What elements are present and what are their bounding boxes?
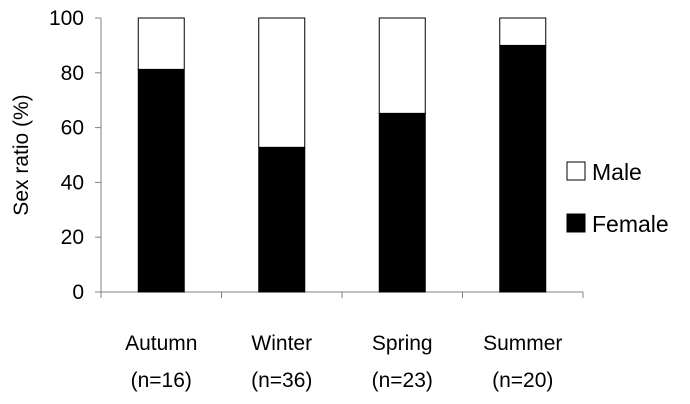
- legend-swatch-male: [566, 161, 586, 181]
- bar-male-spring: [378, 17, 426, 114]
- category-labels: Autumn (n=16) Winter (n=36) Spring (n=23) Summ…: [125, 332, 562, 392]
- x-category-label: Spring: [372, 332, 433, 355]
- x-axis: [100, 291, 584, 298]
- bars: [137, 17, 547, 293]
- x-category-sublabel: (n=23): [372, 369, 433, 392]
- y-tick-label: 40: [61, 171, 84, 194]
- legend-swatch-female: [566, 213, 586, 233]
- x-category-label: Autumn: [125, 332, 197, 355]
- y-axis: 0 20 40 60 80 100: [49, 7, 102, 304]
- bar-male-winter: [258, 17, 306, 148]
- legend: Male Female: [566, 159, 669, 237]
- x-category-sublabel: (n=16): [131, 369, 192, 392]
- y-tick-label: 20: [61, 226, 84, 249]
- x-category-label: Summer: [483, 332, 562, 355]
- legend-label-female: Female: [592, 211, 669, 237]
- y-tick-label: 80: [61, 62, 84, 85]
- y-tick-label: 0: [72, 281, 84, 304]
- x-category-sublabel: (n=36): [251, 369, 312, 392]
- x-category-sublabel: (n=20): [492, 369, 553, 392]
- bar-female-spring: [378, 112, 426, 293]
- bar-female-winter: [258, 146, 306, 293]
- y-tick-label: 100: [49, 7, 84, 30]
- x-category-label: Winter: [251, 332, 312, 355]
- bar-female-summer: [499, 44, 547, 293]
- y-tick-label: 60: [61, 117, 84, 140]
- y-axis-label: Sex ratio (%): [10, 94, 33, 215]
- bar-male-autumn: [137, 17, 185, 70]
- legend-label-male: Male: [592, 159, 642, 185]
- bar-male-summer: [499, 17, 547, 46]
- bar-female-autumn: [137, 68, 185, 293]
